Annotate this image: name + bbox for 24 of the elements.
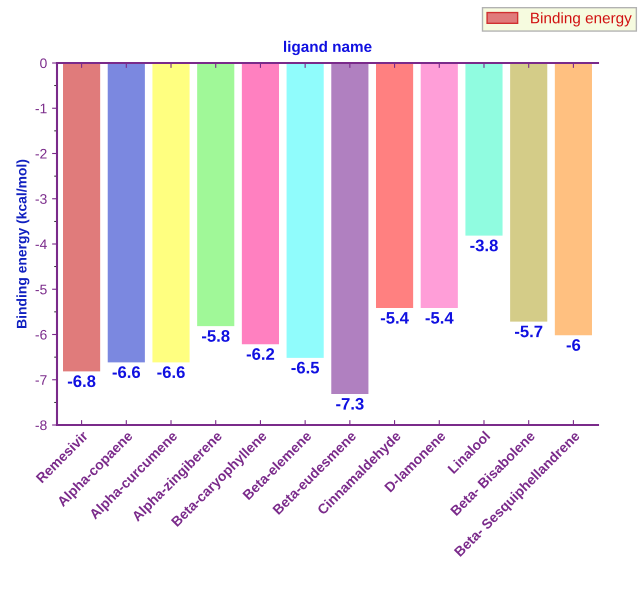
x-axis-title: ligand name [284,40,372,56]
data-label: -6.6 [112,366,140,378]
data-label: -6.8 [68,375,96,388]
data-label: -6.2 [246,348,274,360]
data-label: -5.4 [380,312,409,324]
y-tick-label: 0 [40,58,47,68]
y-tick-label: -7 [36,375,47,385]
y-tick-label: -4 [36,239,47,250]
y-tick-label: -3 [36,194,47,204]
data-label: -5.4 [426,312,454,324]
y-tick-label: -2 [36,148,47,159]
y-axis-title: Binding energy (kcal/mol) [16,160,30,328]
y-tick-label: -5 [36,284,47,294]
data-label: -3.8 [470,240,498,252]
y-tick-label: -8 [36,420,47,430]
data-label: -5.8 [202,330,230,342]
data-label: -7.3 [336,398,364,410]
data-label: -6 [566,339,580,351]
data-label: -6.5 [291,362,320,374]
y-tick-label: -6 [36,330,47,340]
data-label: -6.6 [157,366,185,378]
data-label: -5.7 [514,326,542,338]
legend-label: Binding energy [531,12,632,26]
y-tick-label: -1 [36,104,47,114]
